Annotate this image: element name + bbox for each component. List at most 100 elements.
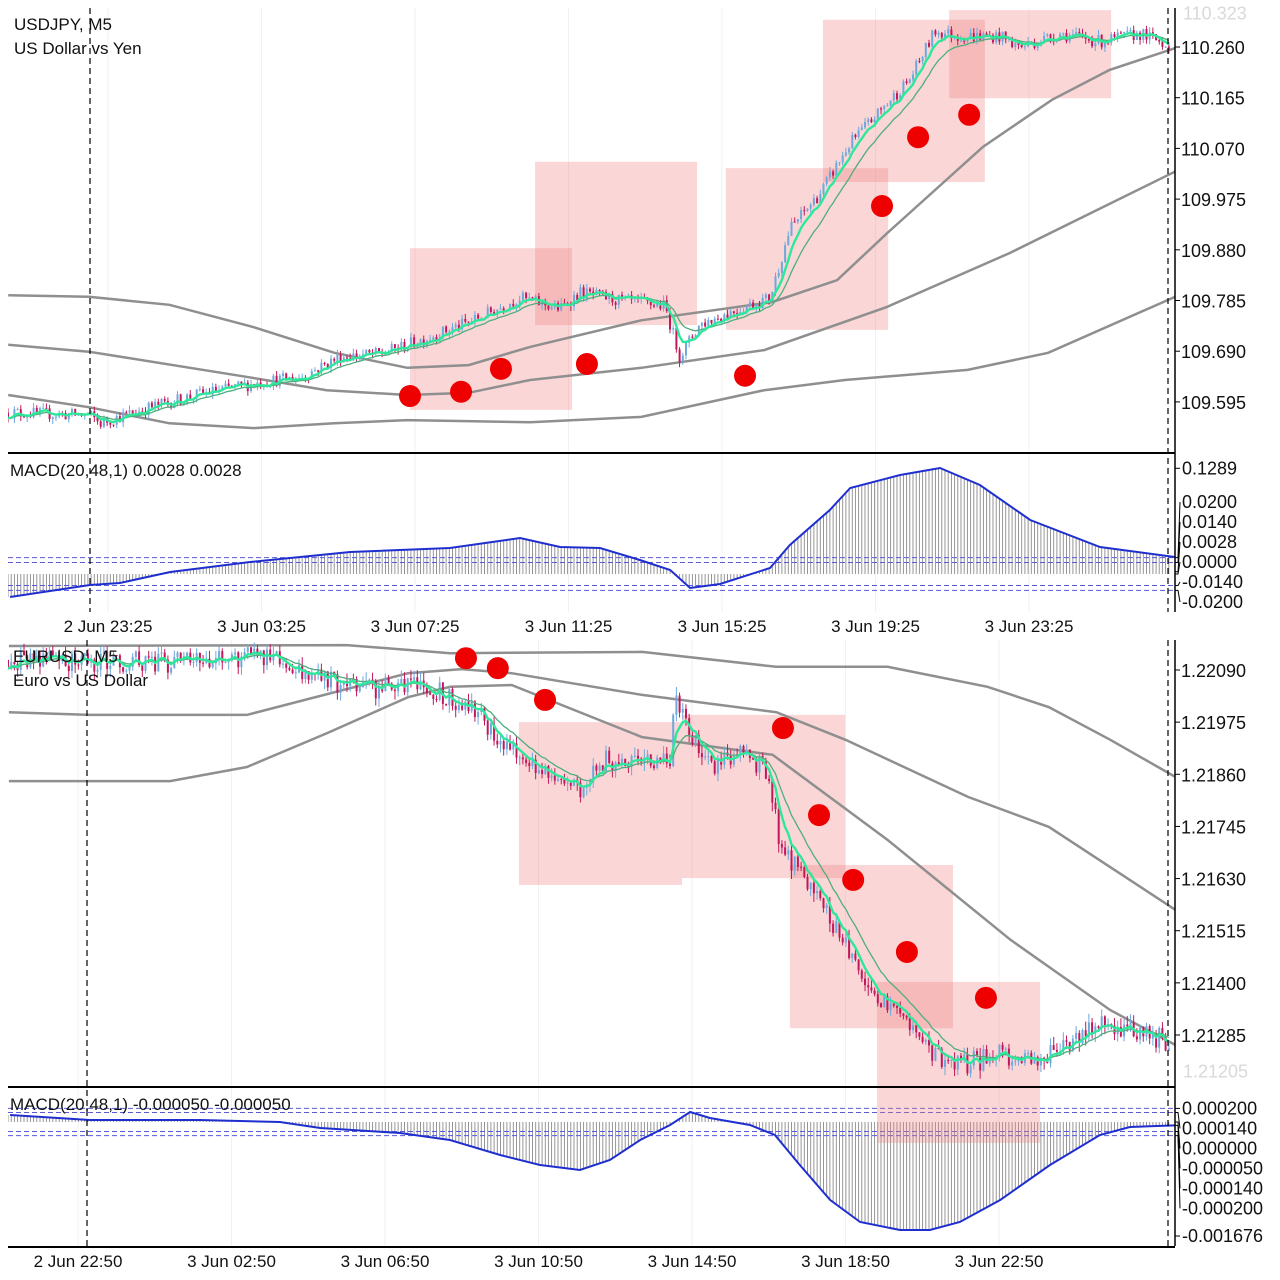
candle: [269, 644, 272, 663]
macd-signal-line: [10, 1110, 1175, 1231]
candle: [972, 28, 975, 44]
candle-body: [464, 318, 467, 322]
candle: [71, 650, 73, 678]
candle: [774, 797, 777, 814]
candle-body: [202, 389, 205, 394]
candle: [793, 217, 796, 223]
candle-body: [809, 882, 812, 890]
candle-body: [1004, 31, 1007, 40]
candle: [704, 749, 707, 761]
macd-tick-label: 0.1289: [1182, 458, 1237, 478]
candle: [876, 988, 879, 1007]
candle-body: [285, 373, 288, 381]
candle: [1167, 1041, 1170, 1052]
candle-body: [659, 303, 662, 309]
candle: [134, 650, 137, 661]
candle-body: [509, 741, 512, 750]
macd-tick: [1175, 589, 1181, 603]
candle: [918, 57, 921, 64]
candle: [282, 659, 284, 669]
candle-body: [857, 130, 860, 137]
candle-body: [720, 318, 723, 322]
candle-body: [812, 882, 815, 894]
signal-dot: [534, 688, 557, 711]
macd-signal-line: [9, 466, 1175, 598]
candle-body: [553, 775, 556, 781]
price-tick-label: 110.260: [1181, 38, 1245, 58]
candle-body: [617, 762, 620, 765]
candle-body: [928, 42, 930, 47]
candle-body: [1126, 31, 1129, 33]
candle-body: [697, 735, 700, 754]
candle: [1084, 1021, 1087, 1046]
candle-body: [224, 383, 227, 387]
candle: [784, 840, 787, 857]
macd-panel: [8, 466, 1175, 598]
candle-body: [502, 308, 505, 311]
candle-body: [339, 684, 342, 693]
candle: [368, 349, 371, 354]
candle-body: [493, 723, 496, 741]
candle-body: [358, 686, 361, 692]
candle-body: [67, 666, 70, 672]
candle: [282, 370, 284, 380]
candle: [857, 959, 860, 975]
candle-body: [342, 681, 345, 685]
candle: [614, 301, 617, 310]
candle: [166, 655, 169, 680]
candle: [128, 405, 131, 415]
candle-body: [109, 665, 112, 669]
candle-body: [1065, 1040, 1068, 1042]
candle-body: [195, 389, 198, 399]
candle-body: [608, 750, 611, 764]
candle-body: [454, 706, 457, 710]
candle-body: [326, 671, 329, 688]
candle: [902, 79, 905, 96]
candle-body: [173, 403, 176, 408]
candle: [803, 206, 806, 216]
candle-body: [934, 1047, 937, 1061]
candle: [704, 318, 707, 328]
candle-body: [716, 318, 719, 320]
candle-body: [1158, 40, 1161, 42]
candle: [726, 309, 729, 319]
candle-body: [662, 753, 665, 763]
candle-body: [368, 679, 371, 681]
candle: [544, 763, 547, 776]
candle-body: [672, 328, 675, 330]
candle-body: [71, 409, 73, 414]
candle-body: [109, 422, 112, 425]
candle-body: [729, 311, 732, 318]
candle: [864, 117, 866, 130]
candle: [1046, 33, 1049, 38]
candle-body: [521, 292, 524, 301]
candle-body: [947, 29, 950, 34]
candle-body: [940, 1048, 943, 1067]
candle: [205, 651, 208, 665]
candle: [880, 1002, 882, 1008]
candle-body: [1129, 1022, 1132, 1027]
candle-body: [867, 985, 870, 988]
candle-body: [700, 753, 703, 758]
candle-body: [1110, 34, 1113, 43]
price-panel: [8, 642, 1175, 1079]
candle-body: [163, 652, 166, 660]
candle: [1119, 1018, 1122, 1038]
candle-body: [768, 294, 771, 301]
candle-body: [176, 394, 179, 404]
candle-body: [870, 119, 873, 122]
candle-body: [13, 662, 16, 665]
candle: [547, 305, 550, 311]
candle-body: [409, 337, 412, 348]
candle: [867, 977, 870, 996]
macd-tick-label: 0.0140: [1182, 512, 1237, 532]
candle-body: [1059, 34, 1062, 40]
candle-body: [800, 866, 803, 868]
candle-body: [665, 753, 668, 764]
price-tick-label: 110.165: [1181, 89, 1245, 109]
candle-body: [969, 33, 972, 38]
candle-body: [464, 701, 467, 710]
candle-body: [621, 758, 623, 765]
candle: [32, 403, 35, 419]
